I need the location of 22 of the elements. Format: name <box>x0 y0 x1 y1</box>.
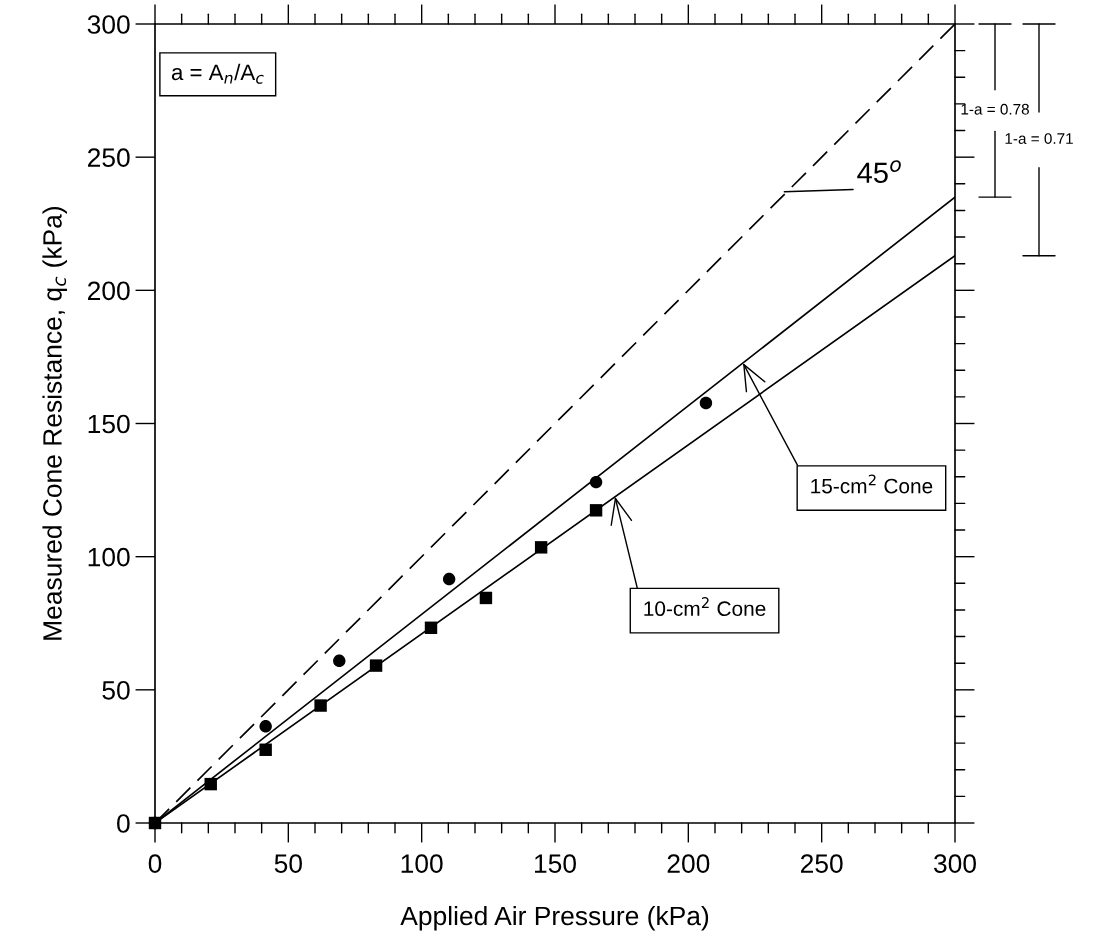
x-tick-label: 100 <box>401 854 443 873</box>
annotation: a = A$_{n}$/A$_{c}$ <box>171 63 264 84</box>
y-tick-label: 150 <box>88 414 130 434</box>
x-tick-label: 150 <box>535 854 576 873</box>
x-tick-label: 250 <box>800 854 843 873</box>
annotation: 10-cm$^{2}$ Cone <box>644 597 766 617</box>
x-tick-label: 300 <box>933 854 976 873</box>
y-tick-label: 0 <box>117 814 130 833</box>
y-tick-label: 200 <box>88 281 130 301</box>
x-tick-label: 200 <box>667 854 710 873</box>
y-axis-title: Measured Cone Resistance, q$_{c}$ (kPa) <box>42 207 68 640</box>
y-tick-label: 250 <box>88 148 130 167</box>
x-tick-label: 50 <box>274 854 302 873</box>
x-tick-label: 0 <box>148 854 162 873</box>
y-tick-label: 300 <box>87 15 130 34</box>
y-tick-label: 100 <box>88 547 130 567</box>
text: 1-a = 0.71 <box>1005 133 1073 144</box>
x-axis-title: Applied Air Pressure (kPa) <box>400 905 709 931</box>
y-tick-label: 50 <box>102 680 130 700</box>
text: 1-a = 0.78 <box>961 103 1029 115</box>
annotation: 15-cm$^{2}$ Cone <box>811 474 933 494</box>
annotation: 45$^{o}$ <box>857 160 901 184</box>
